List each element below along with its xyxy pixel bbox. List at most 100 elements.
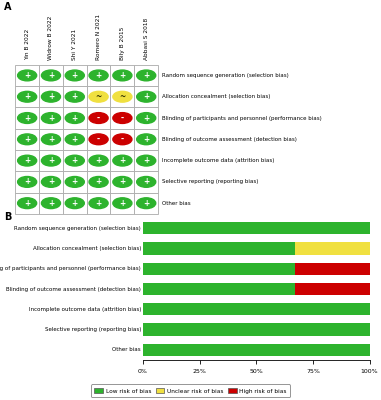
Circle shape xyxy=(89,176,108,187)
Circle shape xyxy=(18,176,37,187)
Circle shape xyxy=(18,91,37,102)
Bar xyxy=(15,171,39,192)
Bar xyxy=(39,150,63,171)
Bar xyxy=(39,107,63,129)
Text: +: + xyxy=(72,135,78,144)
Text: +: + xyxy=(119,156,125,165)
Text: Abbasi S 2018: Abbasi S 2018 xyxy=(144,18,149,60)
Circle shape xyxy=(65,198,84,208)
Circle shape xyxy=(89,198,108,208)
Bar xyxy=(87,86,110,107)
Bar xyxy=(39,129,63,150)
Circle shape xyxy=(137,113,156,124)
Circle shape xyxy=(42,113,61,124)
Circle shape xyxy=(113,70,132,81)
Text: Romero N 2021: Romero N 2021 xyxy=(96,14,101,60)
Text: +: + xyxy=(24,71,30,80)
Text: Blinding of outcome assessment (detection bias): Blinding of outcome assessment (detectio… xyxy=(162,137,297,142)
Bar xyxy=(15,65,39,86)
Text: +: + xyxy=(72,114,78,122)
Text: +: + xyxy=(96,71,102,80)
Circle shape xyxy=(137,155,156,166)
Circle shape xyxy=(42,155,61,166)
Bar xyxy=(39,192,63,214)
Bar xyxy=(110,65,134,86)
Text: Incomplete outcome data (attrition bias): Incomplete outcome data (attrition bias) xyxy=(162,158,274,163)
Bar xyxy=(39,65,63,86)
Text: Widrow B 2022: Widrow B 2022 xyxy=(48,16,53,60)
Circle shape xyxy=(42,70,61,81)
Text: +: + xyxy=(143,92,149,101)
Bar xyxy=(110,192,134,214)
Bar xyxy=(87,192,110,214)
Bar xyxy=(87,107,110,129)
Text: -: - xyxy=(121,114,124,122)
Bar xyxy=(134,171,158,192)
Text: +: + xyxy=(48,199,54,208)
Bar xyxy=(15,107,39,129)
Bar xyxy=(134,86,158,107)
Bar xyxy=(63,86,87,107)
Text: +: + xyxy=(48,114,54,122)
Bar xyxy=(63,129,87,150)
Bar xyxy=(295,263,370,275)
Bar xyxy=(110,107,134,129)
Text: +: + xyxy=(143,156,149,165)
Text: -: - xyxy=(121,135,124,144)
Text: Blinding of participants and personnel (performance bias): Blinding of participants and personnel (… xyxy=(0,266,141,271)
Circle shape xyxy=(89,134,108,145)
Bar xyxy=(110,86,134,107)
Circle shape xyxy=(65,134,84,145)
Text: B: B xyxy=(4,212,11,222)
Text: -: - xyxy=(97,114,100,122)
Text: +: + xyxy=(24,156,30,165)
Bar xyxy=(143,344,370,356)
Circle shape xyxy=(42,91,61,102)
Circle shape xyxy=(113,155,132,166)
Circle shape xyxy=(89,70,108,81)
Text: Other bias: Other bias xyxy=(112,347,141,352)
Bar xyxy=(39,171,63,192)
Text: ~: ~ xyxy=(96,92,102,101)
Text: Allocation concealment (selection bias): Allocation concealment (selection bias) xyxy=(33,246,141,251)
Text: +: + xyxy=(96,156,102,165)
Circle shape xyxy=(137,91,156,102)
Bar xyxy=(134,192,158,214)
Bar xyxy=(134,65,158,86)
Circle shape xyxy=(65,176,84,187)
Circle shape xyxy=(42,176,61,187)
Bar xyxy=(295,283,370,295)
Text: +: + xyxy=(72,92,78,101)
Circle shape xyxy=(89,91,108,102)
Circle shape xyxy=(18,113,37,124)
Circle shape xyxy=(18,198,37,208)
Bar xyxy=(134,107,158,129)
Bar xyxy=(110,129,134,150)
Text: Yin B 2022: Yin B 2022 xyxy=(25,29,30,60)
Circle shape xyxy=(89,155,108,166)
Bar xyxy=(143,263,295,275)
Circle shape xyxy=(113,113,132,124)
Bar xyxy=(110,171,134,192)
Text: Blinding of participants and personnel (performance bias): Blinding of participants and personnel (… xyxy=(162,116,322,120)
Text: Blinding of outcome assessment (detection bias): Blinding of outcome assessment (detectio… xyxy=(6,286,141,292)
Bar xyxy=(63,107,87,129)
Circle shape xyxy=(65,113,84,124)
Text: +: + xyxy=(143,178,149,186)
Circle shape xyxy=(65,155,84,166)
Bar xyxy=(134,150,158,171)
Text: +: + xyxy=(72,156,78,165)
Circle shape xyxy=(18,70,37,81)
Bar xyxy=(63,171,87,192)
Circle shape xyxy=(89,113,108,124)
Text: +: + xyxy=(72,199,78,208)
Bar xyxy=(87,129,110,150)
Text: +: + xyxy=(48,178,54,186)
Circle shape xyxy=(18,155,37,166)
Text: +: + xyxy=(72,178,78,186)
Bar xyxy=(63,65,87,86)
Bar xyxy=(39,86,63,107)
Text: +: + xyxy=(48,135,54,144)
Text: ~: ~ xyxy=(119,92,125,101)
Text: +: + xyxy=(24,114,30,122)
